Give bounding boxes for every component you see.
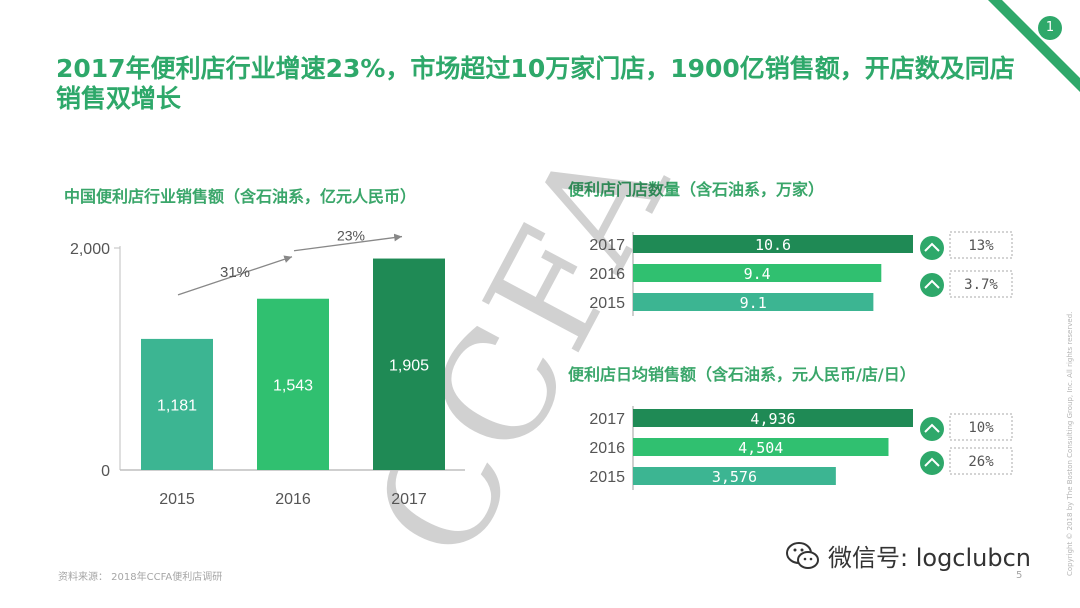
page-number: 5 bbox=[1016, 570, 1023, 581]
page-badge: 1 bbox=[1038, 16, 1062, 40]
copyright-note: Copyright © 2018 by The Boston Consultin… bbox=[1066, 311, 1074, 576]
daily-sales-bar-2016 bbox=[633, 438, 889, 456]
sales-bar-2017 bbox=[373, 258, 445, 470]
sales-value-label-2016: 1,543 bbox=[273, 377, 313, 394]
daily-sales-growth-badge-1 bbox=[920, 417, 944, 441]
sales-value-label-2017: 1,905 bbox=[389, 357, 429, 374]
daily-sales-value-label-2016: 4,504 bbox=[738, 439, 783, 457]
stores-chevron-up-icon-1 bbox=[924, 242, 940, 252]
daily-sales-bar-2017 bbox=[633, 409, 913, 427]
stores-chart-title: 便利店门店数量（含石油系，万家） bbox=[568, 180, 825, 199]
stores-year-label-2015: 2015 bbox=[589, 295, 625, 312]
y-tick-label-zero: 0 bbox=[101, 463, 110, 480]
y-tick-label-top: 2,000 bbox=[70, 241, 110, 258]
stores-value-label-2016: 9.4 bbox=[744, 265, 771, 283]
growth-label-2: 23% bbox=[337, 228, 365, 244]
daily-sales-value-label-2017: 4,936 bbox=[750, 410, 795, 428]
growth-label-1: 31% bbox=[220, 264, 250, 281]
daily-sales-year-label-2015: 2015 bbox=[589, 469, 625, 486]
wechat-icon bbox=[786, 541, 820, 571]
stores-growth-label-2: 3.7% bbox=[964, 277, 998, 293]
sales-bar-2015 bbox=[141, 338, 213, 470]
source-note: 资料来源： 2018年CCFA便利店调研 bbox=[58, 572, 223, 583]
daily-sales-growth-label-2: 26% bbox=[968, 454, 994, 470]
growth-arrow-1 bbox=[177, 255, 293, 296]
sales-value-label-2015: 1,181 bbox=[157, 397, 197, 414]
daily-sales-chevron-up-icon-1 bbox=[924, 423, 940, 433]
daily-sales-growth-box-1 bbox=[949, 413, 1013, 441]
stores-growth-badge-2 bbox=[920, 273, 944, 297]
sales-bar-2016 bbox=[257, 298, 329, 470]
stores-growth-box-1 bbox=[949, 231, 1013, 259]
stores-bar-2015 bbox=[633, 293, 874, 311]
stores-bar-2017 bbox=[633, 235, 913, 253]
daily-sales-year-label-2016: 2016 bbox=[589, 440, 625, 457]
stores-year-label-2016: 2016 bbox=[589, 266, 625, 283]
x-tick-label-2015: 2015 bbox=[159, 491, 195, 508]
stores-value-label-2015: 9.1 bbox=[740, 294, 767, 312]
growth-arrow-2 bbox=[293, 233, 403, 252]
stores-growth-label-1: 13% bbox=[968, 238, 994, 254]
daily-sales-bar-2015 bbox=[633, 467, 836, 485]
stores-year-label-2017: 2017 bbox=[589, 237, 625, 254]
wechat-id: 微信号: logclubcn bbox=[786, 538, 1031, 573]
stores-growth-box-2 bbox=[949, 270, 1013, 298]
stores-value-label-2017: 10.6 bbox=[755, 236, 791, 254]
x-tick-label-2017: 2017 bbox=[391, 491, 427, 508]
daily-sales-value-label-2015: 3,576 bbox=[712, 468, 757, 486]
daily-sales-year-label-2017: 2017 bbox=[589, 411, 625, 428]
daily-sales-chevron-up-icon-2 bbox=[924, 457, 940, 467]
daily-sales-growth-badge-2 bbox=[920, 451, 944, 475]
x-tick-label-2016: 2016 bbox=[275, 491, 311, 508]
stores-bar-2016 bbox=[633, 264, 882, 282]
daily-sales-growth-label-1: 10% bbox=[968, 420, 994, 436]
corner-triangle-inner bbox=[1002, 0, 1080, 78]
stores-chevron-up-icon-2 bbox=[924, 279, 940, 289]
daily-sales-growth-box-2 bbox=[949, 447, 1013, 475]
wechat-label: 微信号: logclubcn bbox=[828, 544, 1032, 572]
sales-chart-title: 便利店日均销售额（含石油系，元人民币/店/日） bbox=[568, 365, 916, 384]
stores-growth-badge-1 bbox=[920, 236, 944, 260]
left-chart-title: 中国便利店行业销售额（含石油系，亿元人民币） bbox=[64, 187, 417, 206]
page-title: 2017年便利店行业增速23%，市场超过10万家门店，1900亿销售额，开店数及… bbox=[56, 54, 1015, 113]
